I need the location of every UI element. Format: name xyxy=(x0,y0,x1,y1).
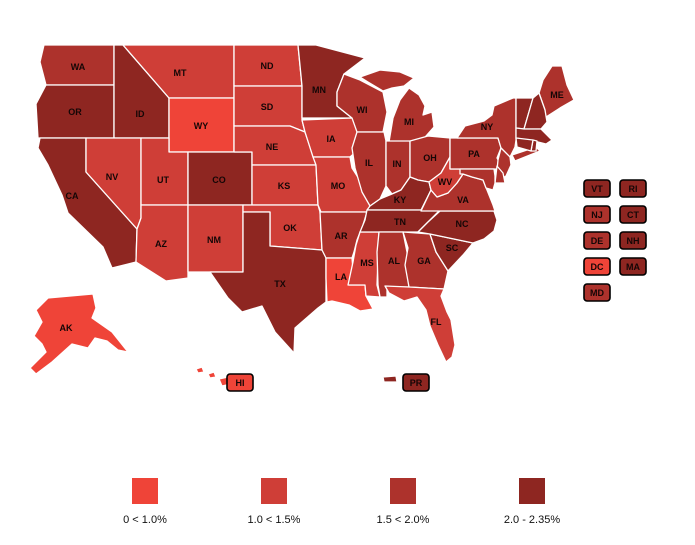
state-mi[interactable] xyxy=(359,69,415,92)
state-hi[interactable] xyxy=(195,366,205,374)
legend-label-3: 1.5 < 2.0% xyxy=(377,514,430,526)
inset-box-ct[interactable] xyxy=(619,205,647,224)
state-pr[interactable] xyxy=(382,375,398,383)
legend-label-2: 1.0 < 1.5% xyxy=(248,514,301,526)
state-hi[interactable] xyxy=(207,371,217,379)
legend-label-1: 0 < 1.0% xyxy=(123,514,167,526)
state-fl[interactable] xyxy=(384,285,456,363)
state-nd[interactable] xyxy=(233,44,303,87)
state-wy[interactable] xyxy=(168,97,235,153)
inset-box-dc[interactable] xyxy=(583,257,611,276)
state-or[interactable] xyxy=(35,84,115,139)
state-ak[interactable] xyxy=(29,293,129,375)
state-nm[interactable] xyxy=(187,204,244,273)
legend-swatch-1 xyxy=(132,478,158,504)
state-az[interactable] xyxy=(135,204,189,282)
inset-box-hi[interactable] xyxy=(226,373,254,392)
inset-box-pr[interactable] xyxy=(402,373,430,392)
state-nc[interactable] xyxy=(417,210,498,244)
inset-box-nj[interactable] xyxy=(583,205,611,224)
inset-box-vt[interactable] xyxy=(583,179,611,198)
state-tx[interactable] xyxy=(209,211,327,354)
legend-swatch-4 xyxy=(519,478,545,504)
state-ct[interactable] xyxy=(515,137,534,152)
state-sd[interactable] xyxy=(233,85,306,133)
state-de[interactable] xyxy=(494,165,506,184)
state-al[interactable] xyxy=(376,231,410,298)
inset-box-nh[interactable] xyxy=(619,231,647,250)
state-wa[interactable] xyxy=(39,44,115,86)
legend-label-4: 2.0 - 2.35% xyxy=(504,514,560,526)
state-mi[interactable] xyxy=(388,87,435,143)
state-co[interactable] xyxy=(187,151,253,206)
state-md[interactable] xyxy=(459,168,496,191)
state-pa[interactable] xyxy=(449,137,504,170)
inset-box-ma[interactable] xyxy=(619,257,647,276)
inset-box-md[interactable] xyxy=(583,283,611,302)
state-ks[interactable] xyxy=(251,164,319,206)
legend-swatch-2 xyxy=(261,478,287,504)
legend-swatch-3 xyxy=(390,478,416,504)
inset-box-ri[interactable] xyxy=(619,179,647,198)
inset-box-de[interactable] xyxy=(583,231,611,250)
